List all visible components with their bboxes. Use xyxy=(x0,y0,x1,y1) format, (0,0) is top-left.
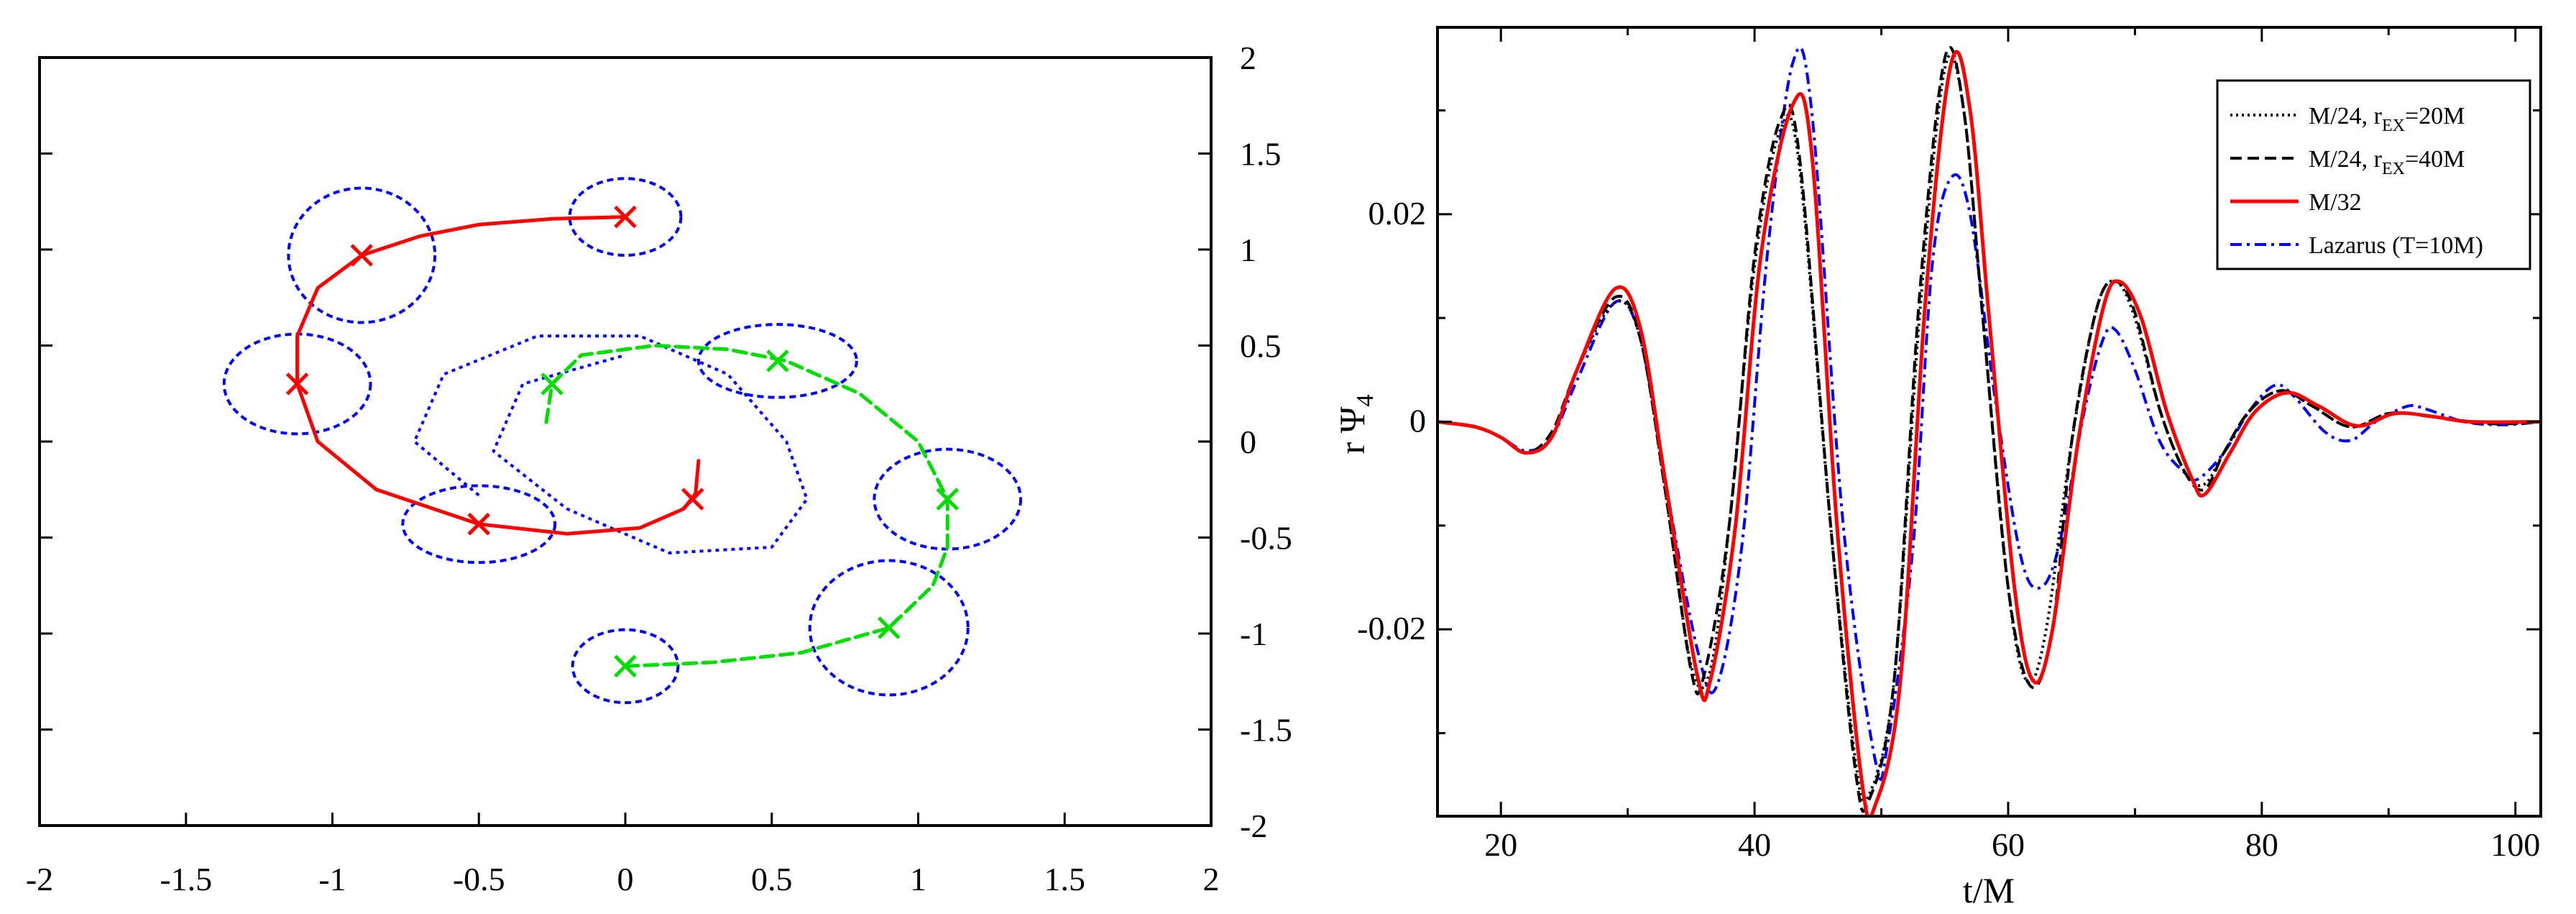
position-marker xyxy=(936,488,960,511)
waveform-y-label-main: r Ψ xyxy=(1332,406,1372,454)
position-marker xyxy=(285,373,309,396)
orbit-y-tick-label: -1 xyxy=(1240,616,1267,652)
legend-entry-sub: EX xyxy=(2382,116,2405,135)
orbit-y-tick-label: -1.5 xyxy=(1240,712,1292,749)
orbit-x-tick-label: 1 xyxy=(910,861,926,897)
orbit-x-tick-label: 1.5 xyxy=(1044,861,1086,897)
position-marker xyxy=(350,244,374,267)
waveform-y-tick-label: 0 xyxy=(1409,403,1426,439)
orbit-x-tick-label: -2 xyxy=(26,861,53,897)
waveform-y-tick-label: -0.02 xyxy=(1357,610,1426,646)
horizon-ellipse xyxy=(401,484,557,565)
waveform-x-label: t/M xyxy=(1963,870,2015,910)
horizon-ellipse xyxy=(808,559,970,697)
waveform-x-tick-label: 80 xyxy=(2245,826,2278,863)
orbit-y-ticks: -2 -1.5 -1 -0.5 0 0.5 1 1.5 2 xyxy=(40,40,1292,844)
common-horizon xyxy=(413,334,809,554)
orbit-y-tick-label: 0 xyxy=(1240,424,1256,460)
legend-entry: Lazarus (T=10M) xyxy=(2309,232,2483,259)
legend-entry: M/24, rEX=20M xyxy=(2309,103,2465,135)
orbit-track-1 xyxy=(295,215,701,536)
legend-entry-sub: EX xyxy=(2382,160,2405,178)
legend-entry-main: M/24, r xyxy=(2309,103,2383,129)
waveform-series-2 xyxy=(1438,45,2541,813)
orbit-x-tick-label: 0.5 xyxy=(751,861,793,897)
waveform-x-tick-label: 20 xyxy=(1484,826,1517,863)
orbit-track-2 xyxy=(544,344,949,668)
waveform-x-tick-label: 60 xyxy=(1992,826,2025,863)
waveform-lines xyxy=(1438,45,2541,816)
position-marker xyxy=(681,488,704,511)
waveform-y-label-sub: 4 xyxy=(1352,394,1379,406)
horizon-ellipse xyxy=(696,323,858,399)
horizon-ellipses xyxy=(222,177,1023,705)
orbit-y-tick-label: -2 xyxy=(1240,808,1267,844)
waveform-y-ticks: -0.02 0 0.02 xyxy=(1357,109,2541,735)
horizon-ellipse xyxy=(287,186,437,324)
orbit-y-tick-label: 1 xyxy=(1240,232,1256,268)
position-marker xyxy=(540,373,564,396)
orbit-tracks xyxy=(295,215,949,668)
orbit-x-tick-label: -1 xyxy=(318,861,346,897)
legend-box xyxy=(2216,79,2531,270)
legend-entry-main: Lazarus (T=10M) xyxy=(2309,232,2483,259)
legend-entry-rest: =20M xyxy=(2405,103,2465,129)
legend-entry-main: M/24, r xyxy=(2309,146,2383,173)
waveform-y-label: r Ψ4 xyxy=(1332,394,1379,454)
position-marker xyxy=(467,513,491,536)
waveform-x-tick-label: 100 xyxy=(2490,826,2540,863)
position-markers xyxy=(285,205,960,678)
position-marker xyxy=(877,616,901,639)
waveform-series-3 xyxy=(1438,50,2541,816)
legend-entry-rest: =40M xyxy=(2405,146,2465,173)
position-marker xyxy=(614,654,637,678)
waveform-x-ticks: 20 40 60 80 100 xyxy=(1484,27,2540,863)
waveform-x-tick-label: 40 xyxy=(1738,826,1771,863)
orbit-y-tick-label: 2 xyxy=(1240,40,1256,76)
position-marker xyxy=(614,205,637,229)
legend-entry-main: M/32 xyxy=(2309,189,2362,216)
orbit-plot-frame xyxy=(38,56,1213,827)
position-marker xyxy=(766,349,789,373)
orbit-x-tick-label: -1.5 xyxy=(160,861,212,897)
orbit-x-tick-label: -0.5 xyxy=(453,861,505,897)
horizon-ellipse xyxy=(568,177,683,257)
legend-entry: M/24, rEX=40M xyxy=(2309,146,2465,178)
waveform-y-tick-label: 0.02 xyxy=(1368,195,1427,232)
orbit-x-tick-label: 2 xyxy=(1203,861,1220,897)
horizon-ellipse xyxy=(571,628,680,705)
orbit-x-ticks: -2 -1.5 -1 -0.5 0 0.5 1 1.5 2 xyxy=(26,813,1220,897)
orbit-y-tick-label: -0.5 xyxy=(1240,520,1292,557)
orbit-chart: -2 -1.5 -1 -0.5 0 0.5 1 1.5 2 -2 -1.5 -1 -0.5 0 0.5 1 1… xyxy=(26,40,1292,897)
orbit-y-tick-label: 1.5 xyxy=(1240,136,1282,173)
orbit-x-tick-label: 0 xyxy=(617,861,634,897)
orbit-y-tick-label: 0.5 xyxy=(1240,328,1282,365)
legend-entry: M/32 xyxy=(2309,189,2362,216)
